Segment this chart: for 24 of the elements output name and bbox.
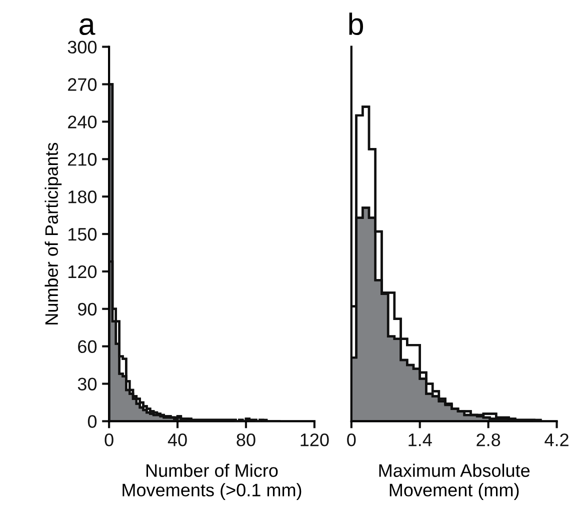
y-tick-label: 240: [68, 116, 97, 128]
x-axis-title: Maximum Absolute Movement (mm): [379, 464, 530, 500]
y-tick-label: 270: [68, 78, 97, 91]
x-tick-label: 120: [300, 433, 329, 446]
x-tick-label: 0: [347, 433, 356, 446]
y-tick-label: 60: [78, 340, 97, 354]
y-tick-label: 180: [68, 190, 97, 204]
x-tick-label: 4.2: [544, 433, 568, 446]
y-axis-title: Number of Participants: [44, 142, 62, 324]
x-tick-label: 0: [104, 433, 114, 446]
y-tick-label: 120: [68, 265, 97, 278]
x-tick-label: 2.8: [476, 433, 500, 446]
chart-title: a: [80, 18, 96, 36]
y-tick-label: 90: [78, 302, 97, 316]
x-tick-label: 80: [236, 433, 256, 446]
y-tick-label: 30: [78, 378, 97, 390]
x-axis-title: Number of Micro Movements (>0.1 mm): [122, 464, 302, 500]
x-tick-label: 40: [168, 433, 187, 446]
x-tick-label: 1.4: [408, 434, 432, 446]
chart-title: b: [349, 12, 364, 36]
y-tick-label: 150: [68, 228, 97, 241]
y-tick-label: 300: [68, 40, 97, 54]
y-tick-label: 210: [68, 153, 97, 166]
y-tick-label: 0: [88, 415, 97, 428]
